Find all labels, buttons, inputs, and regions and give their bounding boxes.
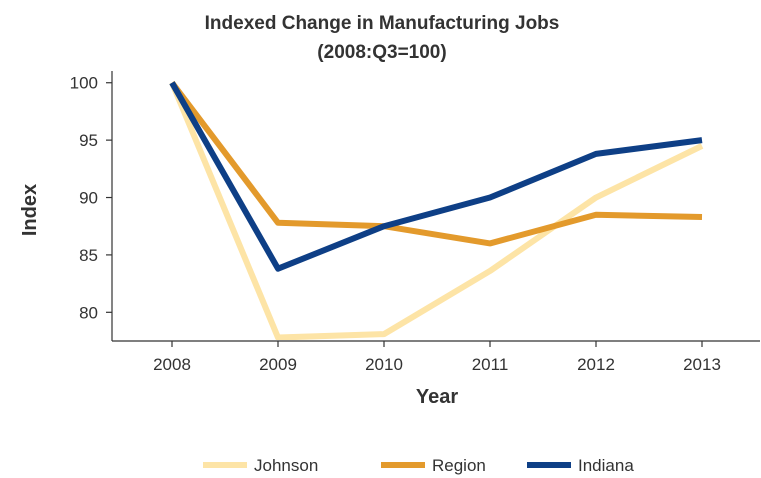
y-tick-label: 90 (79, 189, 98, 208)
y-tick-label: 85 (79, 246, 98, 265)
legend-label-indiana: Indiana (578, 456, 634, 475)
x-tick-label: 2009 (259, 355, 297, 374)
y-axis-title: Index (19, 184, 41, 236)
y-tick-label: 95 (79, 131, 98, 150)
series-line-johnson (169, 81, 704, 340)
x-axis-title: Year (416, 386, 458, 408)
series-lines (169, 80, 704, 340)
legend-label-johnson: Johnson (254, 456, 318, 475)
legend: Johnson Region Indiana (203, 456, 634, 475)
legend-label-region: Region (432, 456, 486, 475)
x-axis-ticks: 2008 2009 2010 2011 2012 2013 (153, 341, 721, 374)
series-line-indiana (169, 81, 703, 272)
chart-title: Indexed Change in Manufacturing Jobs (205, 13, 560, 34)
series-line-region (169, 80, 703, 247)
x-tick-label: 2012 (577, 355, 615, 374)
x-tick-label: 2008 (153, 355, 191, 374)
x-tick-label: 2011 (472, 355, 509, 374)
y-tick-label: 80 (79, 303, 98, 322)
chart-subtitle: (2008:Q3=100) (317, 42, 446, 63)
x-tick-label: 2010 (365, 355, 403, 374)
y-axis-ticks: 80 85 90 95 100 (70, 74, 112, 322)
x-tick-label: 2013 (683, 355, 721, 374)
y-tick-label: 100 (70, 74, 98, 93)
